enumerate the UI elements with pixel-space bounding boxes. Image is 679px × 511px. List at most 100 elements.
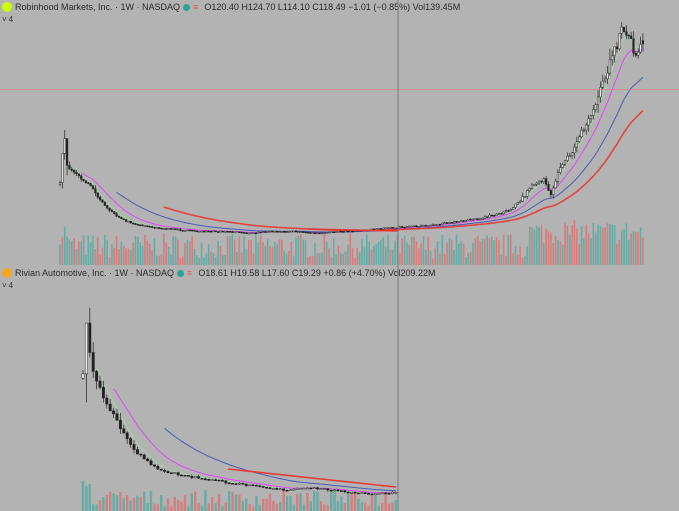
candle-down [346,491,350,494]
rivn-chart-pane[interactable]: Rivian Automotive, Inc. · 1W · NASDAQ ≡ … [0,266,679,511]
ma-mid-line [113,388,396,494]
volume-bar [89,242,92,265]
candle-down [224,480,228,484]
candle-down [115,213,118,217]
volume-bar [241,500,244,511]
candle-down [476,218,479,220]
volume-bar [566,225,569,265]
candle-up [252,232,255,235]
volume-bar [177,239,179,265]
candle-down [165,228,168,230]
candle-up [257,231,260,234]
candle-down [500,213,503,215]
candle-down [75,172,78,174]
candle-up [278,488,282,491]
candle-down [462,220,465,222]
candle-up [436,224,439,226]
candle-down [415,225,418,228]
volume-bar [642,237,644,265]
volume-bar [486,235,488,265]
candle-up [58,182,62,185]
candle-down [129,438,133,445]
candle-up [471,218,475,221]
volume-bar [514,246,517,265]
volume-bar [155,255,158,265]
candle-down [153,226,156,229]
volume-bar [576,228,578,265]
candle-down [268,487,272,490]
candle-up [280,231,283,233]
compare-icon[interactable]: ≡ [187,268,193,278]
candle-up [61,153,64,183]
volume-bar [183,494,187,511]
candle-down [214,230,217,233]
candle-down [139,453,143,456]
candle-up [464,220,467,222]
volume-bar [240,252,243,265]
candle-up [457,221,460,223]
candle-up [373,493,377,496]
volume-bar [358,252,361,265]
rivn-indicator-toggle[interactable]: ˅ 4 [2,281,13,290]
volume-bar [309,501,312,511]
volume-bar [181,256,184,265]
volume-bar [198,258,201,265]
volume-bar [571,225,573,265]
volume-bar [306,492,309,511]
volume-bar [163,233,165,265]
candle-up [248,484,252,487]
candle-down [627,34,630,37]
volume-bar [85,486,88,511]
volume-bar [166,498,170,511]
volume-bar [197,503,200,511]
candle-up [84,322,88,375]
volume-bar [561,244,564,265]
volume-bar [481,238,484,265]
compare-icon[interactable]: ≡ [193,2,199,12]
volume-bar [194,491,197,511]
volume-bar [245,498,248,511]
volume-bar [296,493,299,511]
candle-down [101,199,104,203]
volume-bar [200,505,204,511]
hood-chart-pane[interactable]: Robinhood Markets, Inc. · 1W · NASDAQ ≡ … [0,0,679,266]
candle-up [613,46,616,57]
volume-bar [616,243,618,265]
rivn-chart-canvas[interactable] [0,266,679,511]
hood-indicator-toggle[interactable]: ˅ 4 [2,15,13,24]
candle-up [441,222,444,225]
rivn-ohlc: O18.61 H19.58 L17.60 C19.29 +0.86 (+4.70… [198,268,436,278]
volume-bar [337,245,340,265]
robinhood-feather-logo-icon [2,2,12,12]
hood-chart-canvas[interactable] [0,0,679,266]
volume-bar [88,483,91,511]
candle-down [240,231,243,234]
volume-bar [439,253,441,265]
volume-bar [105,494,108,511]
volume-bar [187,506,190,511]
volume-bar [483,238,486,265]
candle-up [292,488,296,491]
candle-down [445,222,449,224]
volume-bar [272,500,275,511]
candle-down [339,230,342,233]
candle-up [268,230,272,233]
candle-up [360,492,364,494]
candle-down [134,223,137,225]
candle-down [106,205,109,209]
volume-bar [170,254,172,265]
volume-bar [394,500,397,511]
candle-down [203,478,207,481]
candle-down [135,449,139,455]
rivn-title[interactable]: Rivian Automotive, Inc. · 1W · NASDAQ [15,268,175,278]
hood-title[interactable]: Robinhood Markets, Inc. · 1W · NASDAQ [15,2,181,12]
candle-down [254,484,258,487]
candle-down [302,231,305,233]
candle-down [70,168,73,171]
candle-up [530,184,534,189]
volume-bar [587,233,590,265]
candle-up [290,230,293,233]
candle-down [139,224,142,226]
volume-bar [517,254,519,265]
volume-bar [370,495,374,511]
